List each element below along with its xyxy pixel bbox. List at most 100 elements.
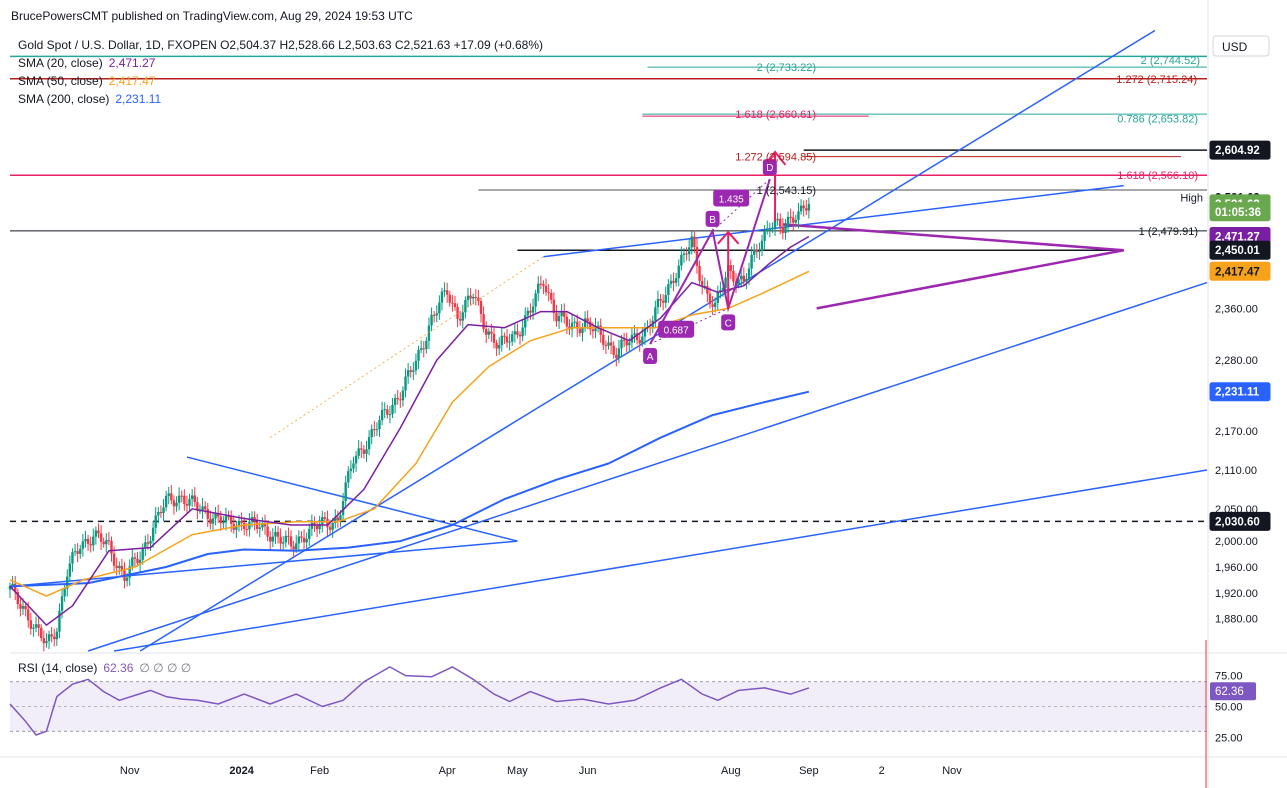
candle xyxy=(596,321,600,333)
time-tick-label: Nov xyxy=(942,765,962,777)
candle-body xyxy=(409,370,412,372)
candle xyxy=(412,362,415,380)
candle-body xyxy=(341,501,345,516)
candle-body xyxy=(529,310,532,313)
candle-body xyxy=(144,542,147,549)
candle xyxy=(326,510,329,536)
point-marker xyxy=(705,210,720,227)
price-label-box xyxy=(1209,382,1271,402)
candle-body xyxy=(375,429,379,431)
candle-body xyxy=(34,624,38,628)
candle-body xyxy=(401,390,405,401)
candle-body xyxy=(771,227,774,229)
candle-body xyxy=(807,204,811,211)
candle-body xyxy=(794,220,798,223)
candle-body xyxy=(453,303,457,307)
candle-body xyxy=(11,583,14,586)
candle-body xyxy=(14,583,17,592)
ratio-marker xyxy=(713,189,750,207)
candle-body xyxy=(86,538,90,544)
candle xyxy=(375,422,379,436)
candle-body xyxy=(357,448,360,456)
candle-body xyxy=(120,565,124,571)
candle xyxy=(498,337,501,356)
candle xyxy=(456,303,459,328)
candle xyxy=(271,528,275,548)
candle-body xyxy=(617,348,621,359)
candle xyxy=(229,510,233,533)
candle-body xyxy=(63,588,66,597)
candle-body xyxy=(380,409,384,421)
candle xyxy=(297,530,301,552)
candle-body xyxy=(154,515,157,528)
rsi-value-label: 62.36 xyxy=(1215,686,1244,698)
candle-body xyxy=(802,205,805,209)
candle xyxy=(682,248,686,263)
candle-body xyxy=(471,297,475,299)
candle-body xyxy=(222,522,225,524)
candle-body xyxy=(55,631,59,640)
candle xyxy=(508,333,511,351)
candle xyxy=(206,502,209,527)
candle-body xyxy=(289,536,293,547)
candle xyxy=(495,339,498,356)
point-label: C xyxy=(725,318,732,329)
candle-body xyxy=(425,340,428,350)
candle-body xyxy=(323,517,327,519)
candle-body xyxy=(685,253,688,255)
candle xyxy=(34,616,38,633)
candle-body xyxy=(274,531,277,537)
candle-body xyxy=(185,503,189,506)
candle xyxy=(24,602,27,617)
candle-body xyxy=(177,495,181,503)
candle-body xyxy=(224,516,228,523)
candle-body xyxy=(404,376,407,391)
candle-body xyxy=(391,405,394,415)
rsi-band xyxy=(10,681,1207,732)
candle-body xyxy=(544,285,548,293)
candle xyxy=(406,363,410,384)
candle xyxy=(115,557,118,576)
candle-body xyxy=(724,277,727,289)
candle xyxy=(667,279,670,304)
candle-body xyxy=(365,449,368,454)
candle-body xyxy=(242,522,246,530)
candle xyxy=(393,393,397,414)
candle xyxy=(222,516,225,529)
candle-body xyxy=(633,333,636,335)
candle-body xyxy=(797,211,800,221)
candle-body xyxy=(779,218,782,227)
candle-body xyxy=(362,449,366,454)
candle-body xyxy=(799,205,803,212)
candle xyxy=(661,294,665,311)
candle xyxy=(378,415,381,437)
candle xyxy=(664,286,667,309)
candle-body xyxy=(716,291,719,303)
candle-body xyxy=(680,254,683,266)
candle xyxy=(14,576,17,601)
candle xyxy=(550,289,553,304)
candle-body xyxy=(643,327,647,337)
candle xyxy=(349,460,353,480)
candle xyxy=(784,219,787,240)
candle xyxy=(53,628,56,647)
candle-body xyxy=(125,577,129,581)
candle-body xyxy=(609,342,613,346)
candle-body xyxy=(190,495,194,500)
candle-body xyxy=(305,538,308,543)
candle-body xyxy=(599,325,602,336)
candle-body xyxy=(583,318,587,328)
price-tick-label: 1,880.00 xyxy=(1215,614,1258,626)
sma20-line xyxy=(9,235,810,626)
candle xyxy=(401,386,405,407)
candle-body xyxy=(198,510,202,512)
candle-body xyxy=(805,208,808,211)
candle xyxy=(167,486,170,505)
time-tick-label: Nov xyxy=(120,765,140,777)
candle xyxy=(659,293,662,308)
candle-body xyxy=(492,333,496,343)
candle-body xyxy=(183,495,186,504)
candle-body xyxy=(203,506,207,510)
candle-body xyxy=(537,283,540,294)
candle-body xyxy=(396,398,399,400)
